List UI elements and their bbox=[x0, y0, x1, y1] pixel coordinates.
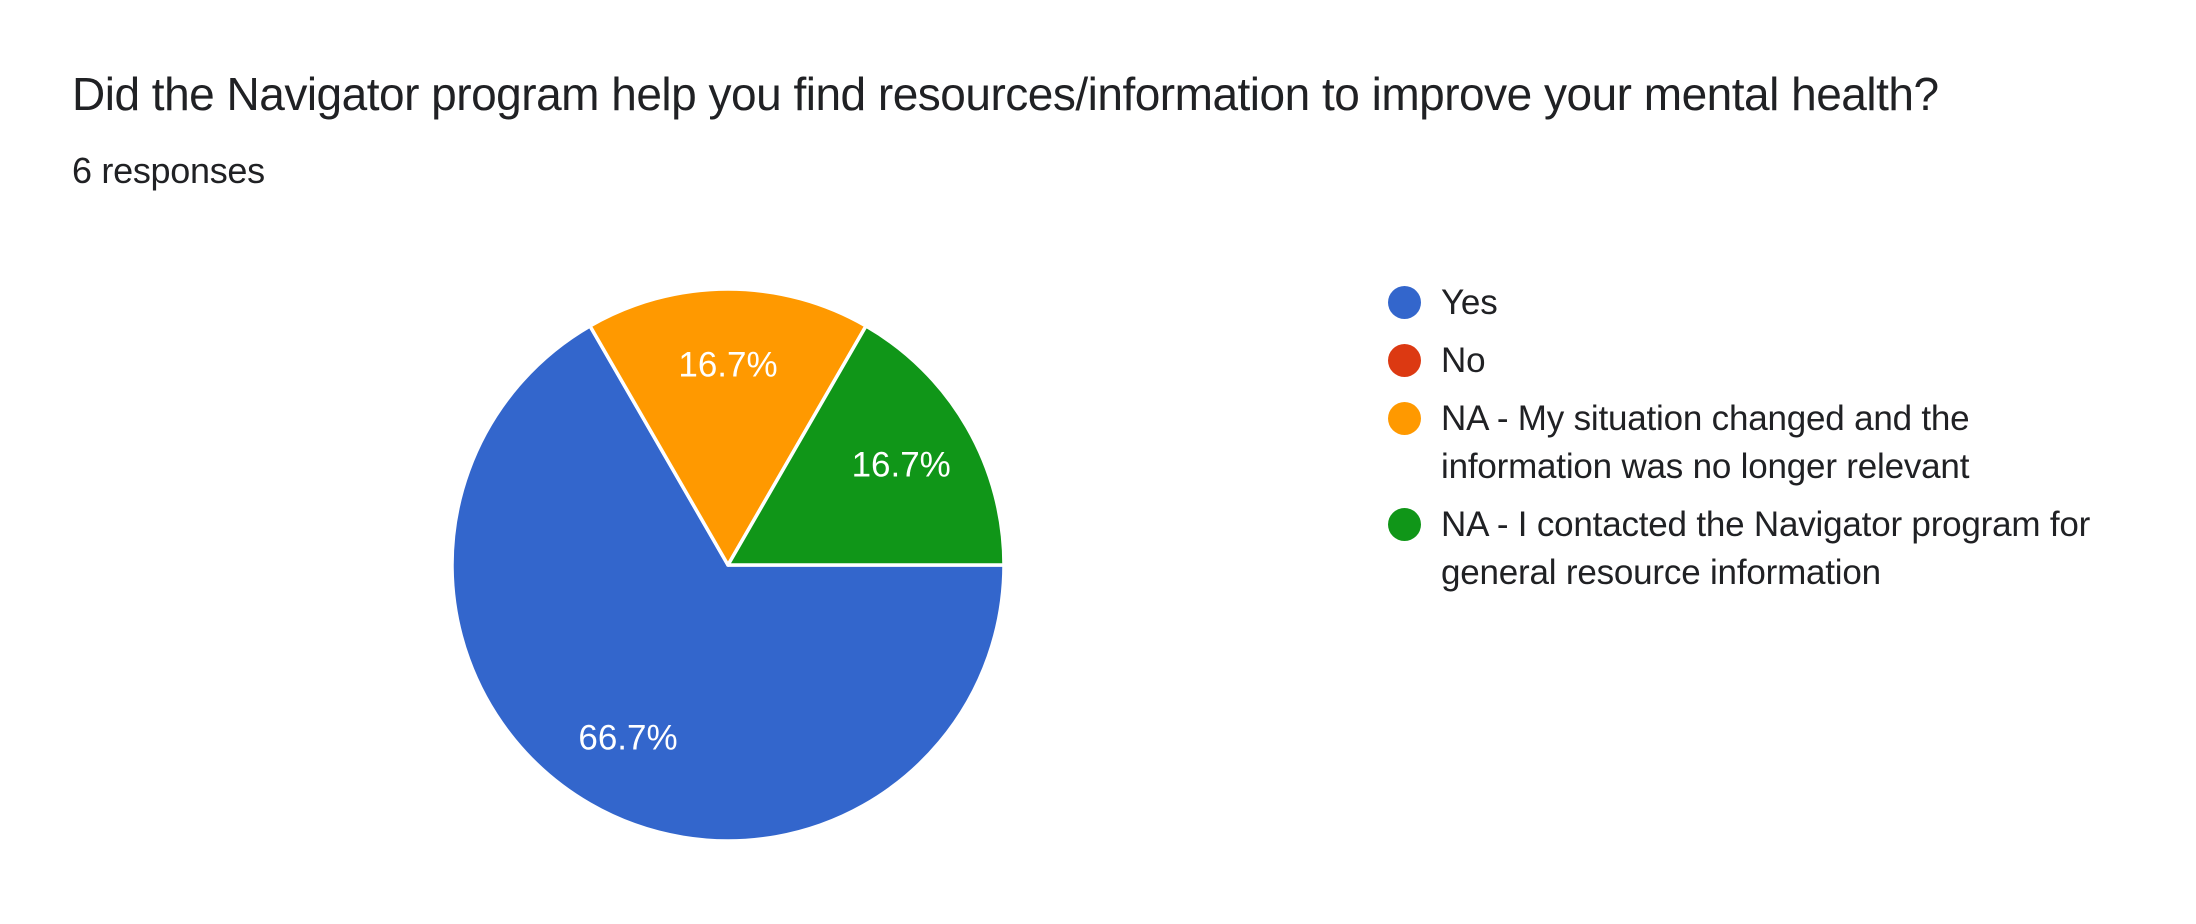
question-title: Did the Navigator program help you find … bbox=[72, 68, 1939, 120]
legend-label-no: No bbox=[1441, 341, 1486, 380]
legend-swatch-no bbox=[1388, 344, 1421, 377]
pie-slice-label-na-situation-changed: 16.7% bbox=[678, 346, 777, 385]
legend-label-na-situation-changed: NA - My situation changed and the inform… bbox=[1441, 399, 1970, 486]
legend-label-yes: Yes bbox=[1441, 283, 1498, 322]
pie-slice-label-na-general-resource: 16.7% bbox=[852, 446, 951, 485]
response-count: 6 responses bbox=[72, 150, 265, 191]
pie-slice-label-yes: 66.7% bbox=[578, 719, 677, 758]
legend-item-na-situation-changed: NA - My situation changed and the inform… bbox=[1388, 395, 2128, 491]
pie-chart[interactable]: 66.7% 16.7% 16.7% bbox=[438, 275, 1018, 855]
legend-item-no: No bbox=[1388, 337, 2128, 385]
legend-swatch-na-general-resource bbox=[1388, 508, 1421, 541]
legend-item-yes: Yes bbox=[1388, 279, 2128, 327]
legend-item-na-general-resource: NA - I contacted the Navigator program f… bbox=[1388, 501, 2128, 597]
legend-label-na-general-resource: NA - I contacted the Navigator program f… bbox=[1441, 505, 2091, 592]
legend-swatch-na-situation-changed bbox=[1388, 402, 1421, 435]
pie-slice-yes[interactable] bbox=[450, 324, 1006, 843]
chart-legend: Yes No NA - My situation changed and the… bbox=[1388, 279, 2128, 607]
pie-slice-na-situation-changed[interactable] bbox=[588, 287, 868, 567]
pie-slice-na-general-resource[interactable] bbox=[726, 324, 1006, 567]
legend-swatch-yes bbox=[1388, 286, 1421, 319]
